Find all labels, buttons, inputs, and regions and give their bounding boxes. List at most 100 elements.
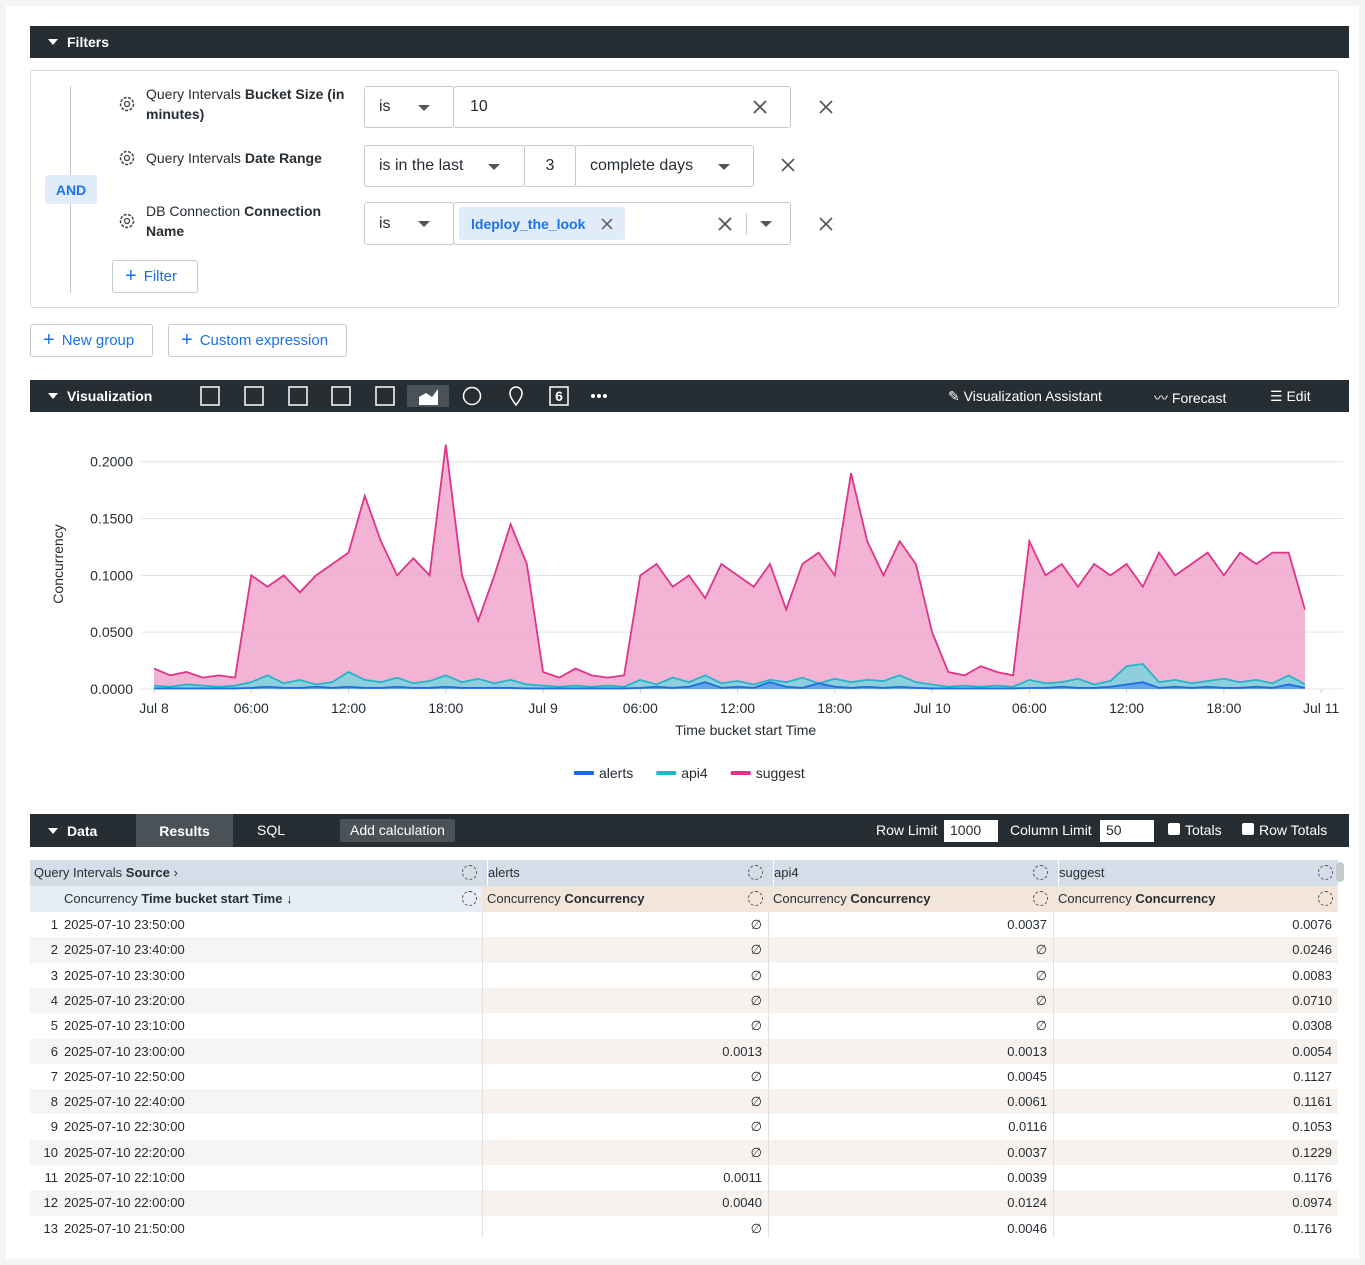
legend-swatch <box>656 771 677 775</box>
gear-icon[interactable] <box>118 212 136 230</box>
row-bg <box>30 1038 482 1064</box>
logic-badge[interactable]: AND <box>45 175 97 204</box>
row-number: 5 <box>50 1018 58 1034</box>
column-gear[interactable] <box>462 865 477 880</box>
cell-value: ∅ <box>750 967 762 983</box>
value-chip[interactable]: ldeploy_the_look <box>459 207 626 240</box>
legend-label: alerts <box>599 765 633 781</box>
remove-icon[interactable] <box>819 100 833 114</box>
column-gear[interactable] <box>1033 891 1048 906</box>
forecast-button[interactable]: 〰 Forecast <box>1154 390 1227 406</box>
value-input[interactable]: 10 <box>453 86 791 128</box>
clear-icon[interactable] <box>752 99 768 115</box>
remove-icon[interactable] <box>819 217 833 231</box>
remove-icon[interactable] <box>781 158 795 172</box>
assistant-button[interactable]: ✎ Visualization Assistant <box>948 388 1102 404</box>
operator-select[interactable]: is <box>364 202 454 245</box>
tab-label: Results <box>159 822 210 839</box>
unit-select[interactable]: complete days <box>575 145 754 187</box>
cell-value: ∅ <box>750 1094 762 1110</box>
cell-time: 2025-07-10 22:20:00 <box>64 1144 185 1160</box>
row-number: 10 <box>43 1144 58 1160</box>
row-limit-label: Row Limit <box>876 822 938 838</box>
operator-select[interactable]: is in the last <box>364 145 525 187</box>
filter-panel <box>30 70 1339 308</box>
data-title[interactable]: Data <box>67 822 98 839</box>
scatter-icon[interactable] <box>331 386 351 406</box>
chip-label: ldeploy_the_look <box>471 215 586 232</box>
group-header: api4 <box>773 860 799 886</box>
divider <box>746 213 747 235</box>
operator-select[interactable]: is <box>364 86 454 128</box>
results-tab[interactable]: Results <box>136 814 233 847</box>
cell-value: 0.1229 <box>1292 1144 1332 1160</box>
row-bg <box>30 1139 482 1165</box>
visualization-header[interactable]: Visualization 6 ✎ Visualization Assistan… <box>30 380 1349 412</box>
operator: is <box>379 214 391 232</box>
x-axis-label: Time bucket start Time <box>675 722 816 738</box>
cell-value: 0.0116 <box>1008 1119 1047 1135</box>
row-number: 12 <box>43 1195 58 1211</box>
single-value-number: 6 <box>555 388 563 404</box>
cell-value: 0.0040 <box>722 1195 762 1211</box>
cell-value: 0.0246 <box>1292 942 1332 958</box>
button-label: New group <box>61 332 135 349</box>
row-number: 7 <box>50 1068 58 1084</box>
add-calculation-button[interactable]: Add calculation <box>340 819 455 842</box>
cell-value: 0.0124 <box>1007 1195 1047 1211</box>
legend-swatch <box>574 771 594 775</box>
value-input[interactable]: 3 <box>524 145 576 187</box>
filters-header[interactable]: Filters <box>30 26 1349 58</box>
cell-value: 0.0710 <box>1292 992 1332 1008</box>
cell-time: 2025-07-10 22:00:00 <box>64 1195 185 1211</box>
row-bg <box>482 1013 1338 1039</box>
single-value-icon[interactable] <box>549 386 569 406</box>
gear-icon[interactable] <box>118 149 136 167</box>
row-limit-input[interactable]: 1000 <box>944 820 998 842</box>
clear-icon[interactable] <box>717 216 733 232</box>
table-icon[interactable] <box>200 386 220 406</box>
y-tick-label: 0.2000 <box>90 454 133 470</box>
value-input[interactable]: ldeploy_the_look <box>453 202 791 245</box>
gear-icon[interactable] <box>118 95 136 113</box>
new-group-button[interactable]: + New group <box>30 324 153 357</box>
area-icon[interactable] <box>419 389 438 405</box>
cell-time: 2025-07-10 22:50:00 <box>64 1068 185 1084</box>
column-divider <box>1053 912 1054 1238</box>
add-filter-button[interactable]: + Filter <box>112 260 198 293</box>
group-header: Query Intervals Source › <box>34 865 178 880</box>
cell-value: 0.1176 <box>1293 1170 1332 1185</box>
area-line <box>153 663 1306 688</box>
row-bg <box>30 1114 482 1140</box>
x-tick-label: Jul 10 <box>913 700 951 716</box>
field-name: Connection Name <box>146 203 322 239</box>
cell-value: 0.1053 <box>1292 1119 1332 1135</box>
row-totals-checkbox[interactable] <box>1242 823 1254 835</box>
line-icon[interactable] <box>375 386 395 406</box>
chip-remove[interactable] <box>601 217 613 230</box>
cell-time: 2025-07-10 23:40:00 <box>64 942 185 958</box>
sql-tab[interactable]: SQL <box>257 822 285 838</box>
bar-icon[interactable] <box>288 386 308 406</box>
column-gear[interactable] <box>1033 865 1048 880</box>
header-name: Concurrency <box>564 891 645 906</box>
column-gear[interactable] <box>1318 891 1333 906</box>
column-icon[interactable] <box>244 386 264 406</box>
cell-value: ∅ <box>750 1220 762 1236</box>
totals-checkbox[interactable] <box>1168 823 1180 835</box>
column-gear[interactable] <box>748 865 763 880</box>
map-icon[interactable] <box>509 386 523 407</box>
column-gear[interactable] <box>1318 865 1333 880</box>
cell-value: 0.1161 <box>1293 1094 1332 1110</box>
column-limit-input[interactable]: 50 <box>1100 820 1154 842</box>
cell-value: ∅ <box>750 1068 762 1084</box>
cell-time: 2025-07-10 21:50:00 <box>64 1220 185 1236</box>
custom-expression-button[interactable]: + Custom expression <box>168 324 347 357</box>
column-gear[interactable] <box>748 891 763 906</box>
x-tick-label: 06:00 <box>234 700 269 716</box>
row-bg <box>30 962 482 988</box>
edit-button[interactable]: ☰ Edit <box>1270 388 1311 404</box>
pie-icon[interactable] <box>462 386 482 406</box>
y-tick-label: 0.1500 <box>90 511 133 527</box>
column-gear[interactable] <box>462 891 477 906</box>
